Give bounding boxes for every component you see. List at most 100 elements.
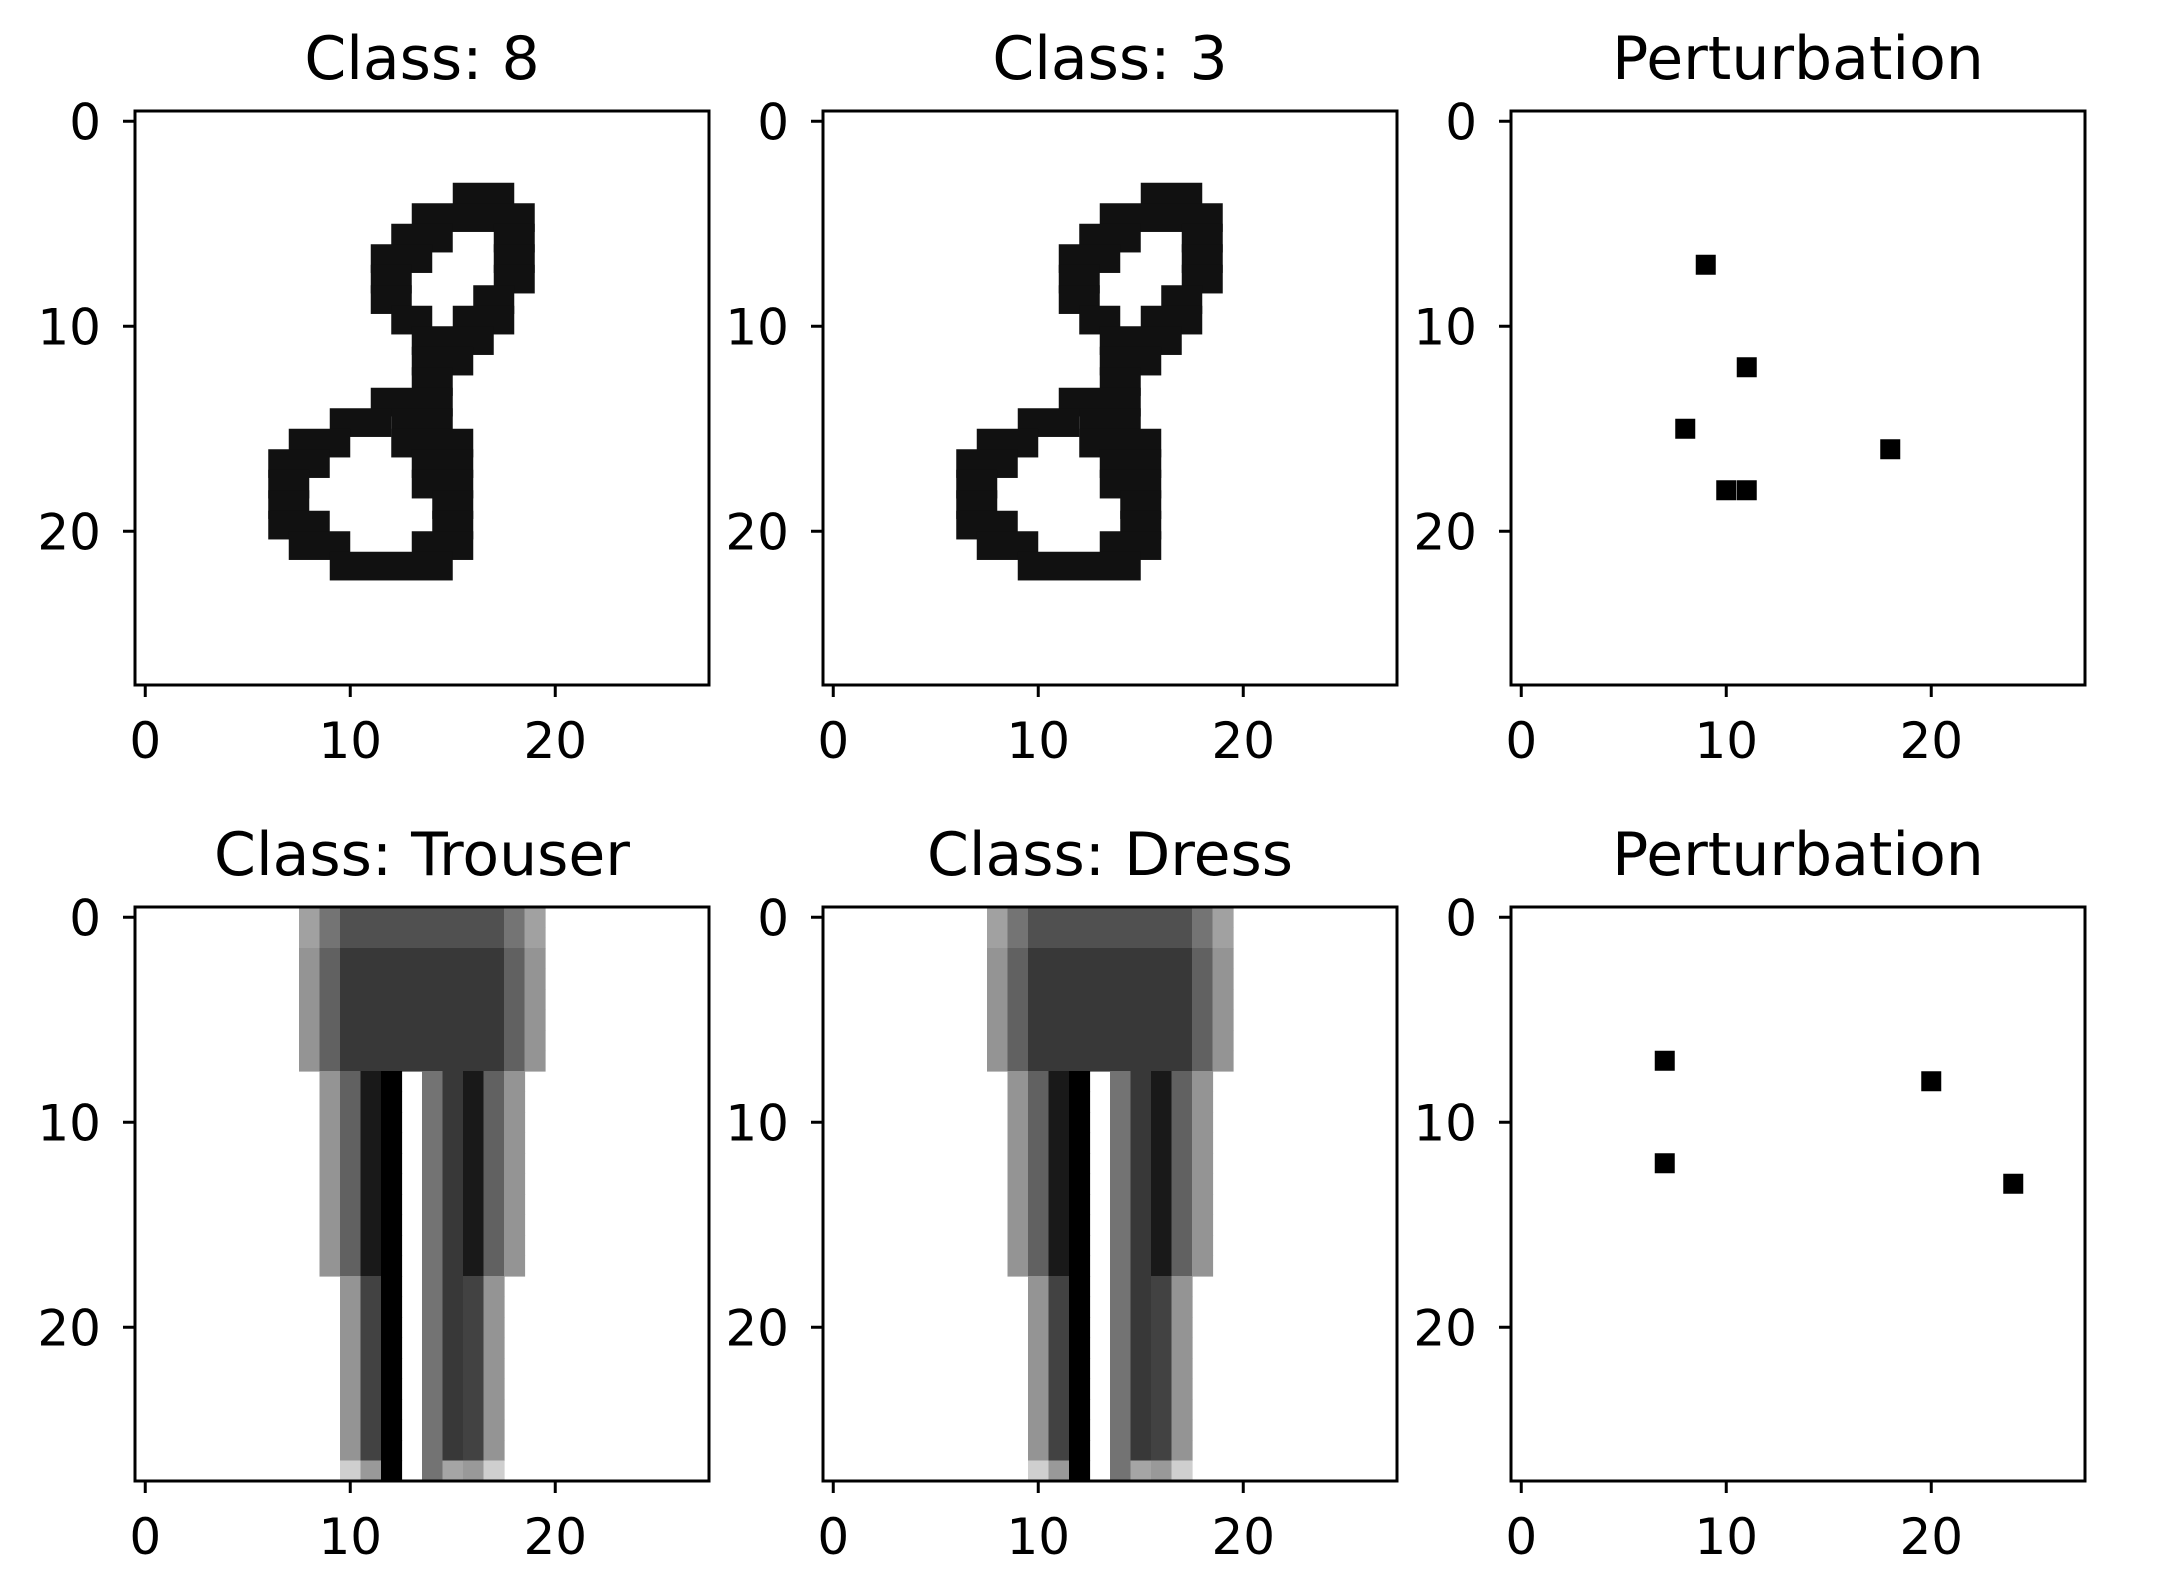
trouser-pixel bbox=[401, 968, 423, 990]
trouser-pixel bbox=[319, 1091, 341, 1113]
trouser-pixel bbox=[1171, 1071, 1193, 1093]
trouser-pixel bbox=[1028, 1358, 1050, 1380]
trouser-pixel bbox=[1171, 1009, 1193, 1031]
digit-stroke bbox=[1017, 551, 1141, 581]
trouser-pixel bbox=[1151, 1214, 1173, 1236]
trouser-pixel bbox=[1069, 1153, 1091, 1175]
trouser-pixel bbox=[1171, 1214, 1193, 1236]
trouser-pixel bbox=[1192, 907, 1214, 929]
trouser-pixel bbox=[1171, 1091, 1193, 1113]
perturbation-pixel bbox=[2003, 1173, 2024, 1194]
subplot-1: Class: 8 0 10 20 0 10 20 bbox=[37, 24, 711, 770]
trouser-pixel bbox=[1048, 1112, 1070, 1134]
trouser-pixel bbox=[463, 1214, 485, 1236]
perturbation-pixel bbox=[1736, 357, 1757, 378]
trouser-pixel bbox=[442, 1399, 464, 1421]
trouser-pixel bbox=[1171, 1173, 1193, 1195]
trouser-pixel bbox=[422, 1112, 444, 1134]
trouser-pixel bbox=[463, 1337, 485, 1359]
trouser-pixel bbox=[340, 1337, 362, 1359]
trouser-pixel bbox=[504, 1132, 526, 1154]
trouser-pixel bbox=[463, 1378, 485, 1400]
trouser-pixel bbox=[1110, 1419, 1132, 1441]
trouser-pixel bbox=[401, 927, 423, 949]
subplot-title: Perturbation bbox=[1612, 24, 1984, 94]
trouser-pixel bbox=[483, 1440, 505, 1462]
trouser-pixel bbox=[340, 948, 362, 970]
trouser-pixel bbox=[340, 1460, 362, 1482]
trouser-pixel bbox=[1069, 1378, 1091, 1400]
trouser-pixel bbox=[442, 948, 464, 970]
trouser-pixel bbox=[422, 1132, 444, 1154]
trouser-pixel bbox=[422, 989, 444, 1011]
trouser-pixel bbox=[442, 1194, 464, 1216]
perturbation-pixel bbox=[1695, 254, 1716, 275]
trouser-pixel bbox=[299, 968, 321, 990]
trouser-pixel bbox=[319, 989, 341, 1011]
trouser-pixel bbox=[1007, 948, 1029, 970]
trouser-pixel bbox=[1171, 1194, 1193, 1216]
trouser-pixel bbox=[1007, 1050, 1029, 1072]
trouser-pixel bbox=[1212, 1009, 1234, 1031]
trouser-pixel bbox=[1028, 907, 1050, 929]
trouser-pixel bbox=[1028, 1399, 1050, 1421]
trouser-pixel bbox=[1130, 1030, 1152, 1052]
trouser-pixel bbox=[483, 1132, 505, 1154]
trouser-pixel bbox=[1130, 1358, 1152, 1380]
trouser-pixel bbox=[1171, 1153, 1193, 1175]
y-tick-label: 10 bbox=[725, 298, 789, 356]
trouser-pixel bbox=[1069, 1132, 1091, 1154]
trouser-pixel bbox=[504, 907, 526, 929]
trouser-pixel bbox=[381, 989, 403, 1011]
trouser-pixel bbox=[1028, 1460, 1050, 1482]
trouser-pixel bbox=[1028, 1235, 1050, 1257]
trouser-pixel bbox=[340, 1071, 362, 1093]
trouser-pixel bbox=[483, 968, 505, 990]
trouser-pixel bbox=[1171, 1419, 1193, 1441]
trouser-pixel bbox=[1130, 1112, 1152, 1134]
trouser-pixel bbox=[1069, 1358, 1091, 1380]
trouser-pixel bbox=[483, 1030, 505, 1052]
trouser-pixel bbox=[381, 1440, 403, 1462]
trouser-pixel bbox=[340, 1440, 362, 1462]
trouser-pixel bbox=[340, 1276, 362, 1298]
trouser-pixel bbox=[1048, 1296, 1070, 1318]
x-tick-label: 0 bbox=[129, 1508, 161, 1566]
trouser-pixel bbox=[1192, 948, 1214, 970]
trouser-pixel bbox=[1110, 948, 1132, 970]
trouser-pixel bbox=[360, 927, 382, 949]
trouser-pixel bbox=[360, 1214, 382, 1236]
trouser-pixel bbox=[463, 1399, 485, 1421]
x-tick-label: 0 bbox=[129, 712, 161, 770]
trouser-pixel bbox=[360, 1358, 382, 1380]
trouser-pixel bbox=[360, 1337, 382, 1359]
trouser-pixel bbox=[422, 1276, 444, 1298]
trouser-pixel bbox=[340, 927, 362, 949]
trouser-pixel bbox=[360, 1440, 382, 1462]
trouser-pixel bbox=[319, 1235, 341, 1257]
trouser-pixel bbox=[1151, 1091, 1173, 1113]
y-tick-label: 0 bbox=[69, 889, 101, 947]
trouser-pixel bbox=[483, 1214, 505, 1236]
y-tick-label: 20 bbox=[1413, 503, 1477, 561]
trouser-pixel bbox=[1069, 1296, 1091, 1318]
trouser-pixel bbox=[340, 1358, 362, 1380]
trouser-pixel bbox=[360, 948, 382, 970]
trouser-pixel bbox=[1089, 927, 1111, 949]
trouser-pixel bbox=[319, 1132, 341, 1154]
trouser-pixel bbox=[1007, 1214, 1029, 1236]
trouser-pixel bbox=[1171, 1132, 1193, 1154]
subplot-6: Perturbation 0 10 20 0 10 20 bbox=[1413, 820, 2087, 1566]
trouser-pixel bbox=[442, 1337, 464, 1359]
trouser-pixel bbox=[360, 1009, 382, 1031]
trouser-pixel bbox=[1110, 927, 1132, 949]
trouser-pixel bbox=[442, 968, 464, 990]
y-tick-label: 20 bbox=[37, 1299, 101, 1357]
trouser-pixel bbox=[1007, 1009, 1029, 1031]
trouser-pixel bbox=[1007, 927, 1029, 949]
trouser-pixel bbox=[504, 948, 526, 970]
trouser-pixel bbox=[1028, 1132, 1050, 1154]
trouser-pixel bbox=[1069, 1276, 1091, 1298]
trouser-pixel bbox=[1028, 1194, 1050, 1216]
trouser-pixel bbox=[1151, 1071, 1173, 1093]
